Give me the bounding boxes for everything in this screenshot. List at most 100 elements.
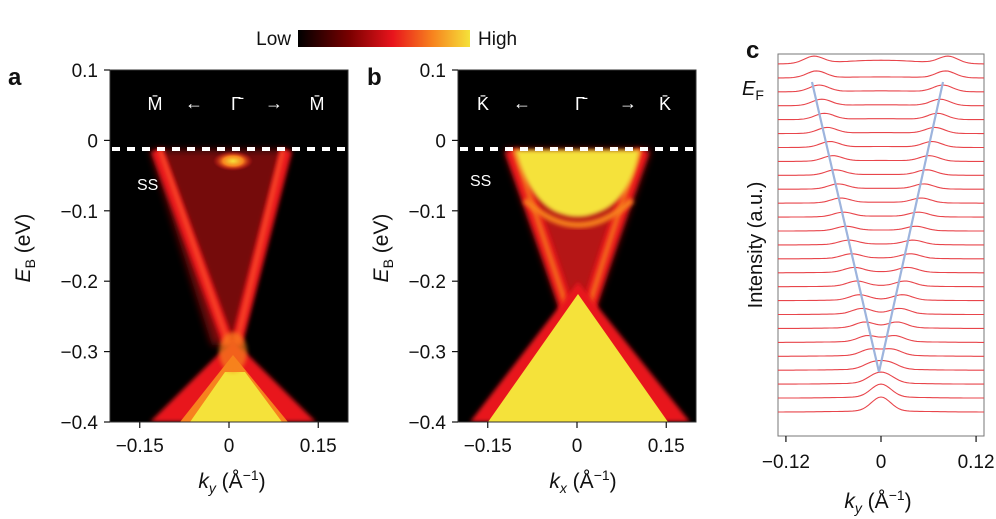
panel-a-arrow-left: ← [185, 93, 203, 113]
panel-c-mdc-curve [778, 98, 984, 107]
panel-c-xlabel-sub: y [854, 500, 863, 516]
panel-a-xticks: −0.15 0 0.15 [116, 422, 337, 457]
panel-c-mdc-curve [778, 112, 984, 121]
panel-c-xlabel-sup: −1 [889, 487, 905, 503]
panel-b-xlabel-sup: −1 [594, 467, 610, 483]
panel-a-dir-center: Γ̄ [231, 94, 244, 114]
panel-a-dir-right: M̄ [310, 94, 325, 114]
panel-a: a M̄ ← Γ̄ → M̄ SS 0.1 0 [8, 61, 349, 496]
panel-b-xlabel-close: ) [610, 470, 617, 493]
panel-b-top-orange [522, 197, 635, 228]
panel-c-mdc-curve [778, 169, 984, 176]
panel-a-ytick-label: −0.1 [60, 202, 98, 223]
panel-c-mdc-curve [778, 280, 984, 288]
panel-a-xlabel-sup: −1 [243, 467, 259, 483]
panel-b-ytick-label: −0.1 [408, 202, 446, 223]
panel-c-mdc-curve [778, 253, 984, 260]
panel-a-xtick-label: −0.15 [116, 436, 164, 457]
panel-a-dir-left: M̄ [148, 94, 163, 114]
panel-c-mdc-curve [778, 70, 984, 79]
panel-b-ylabel-sub: B [380, 259, 396, 268]
colorbar-high-label: High [478, 29, 517, 50]
panel-c-mdc-curve [777, 55, 985, 65]
panel-a-ytick-label: 0 [87, 131, 98, 152]
panel-a-ss-label: SS [137, 177, 158, 194]
panel-c-fermi-main: E [742, 78, 756, 100]
panel-b-intensity-map [470, 147, 690, 422]
panel-c-mdc-curve [778, 126, 984, 135]
panel-a-ytick-label: 0.1 [72, 61, 98, 82]
panel-b-dir-left: K̄ [477, 94, 489, 114]
colorbar-gradient [298, 30, 470, 47]
panel-a-band-right-core [234, 149, 285, 346]
panel-b-xtick-label: 0 [572, 436, 583, 457]
panel-b-ylabel-unit: (eV) [370, 214, 393, 260]
panel-a-inner-glow [150, 150, 290, 345]
panel-c-xlabel-main: k [844, 490, 856, 513]
panel-a-xtick-label: 0 [224, 436, 235, 457]
panel-b-ylabel: EB (eV) [370, 214, 396, 283]
panel-b-ytick-label: 0 [435, 131, 446, 152]
panel-a-ylabel-unit: (eV) [12, 214, 35, 260]
panel-b-valence-core [488, 294, 668, 422]
panel-a-xtick-label: 0.15 [300, 436, 337, 457]
panel-a-dirac-glow [219, 332, 247, 372]
panel-b-ytick-label: −0.4 [408, 413, 446, 434]
panel-b-ss-label: SS [470, 173, 491, 190]
panel-a-ylabel: EB (eV) [12, 214, 38, 283]
panel-c-mdc-curve [778, 383, 984, 399]
panel-c-fermi-label: EF [742, 78, 764, 103]
colorbar-low-label: Low [256, 29, 291, 50]
panel-c-mdc-curve [778, 239, 984, 246]
panel-c-guide-right [877, 81, 945, 373]
panel-a-xlabel-unit: (Å [216, 470, 243, 493]
panel-c-mdc-curve [778, 371, 984, 385]
panel-a-xlabel: ky (Å−1) [198, 467, 265, 496]
panel-c-xlabel-close: ) [905, 490, 912, 513]
panel-b-letter: b [367, 64, 382, 91]
panel-b-yticks: 0.1 0 −0.1 −0.2 −0.3 −0.4 [408, 61, 458, 434]
panel-a-ytick-label: −0.2 [60, 272, 98, 293]
panel-b-xlabel-main: k [549, 470, 561, 493]
panel-a-ylabel-main: E [12, 267, 35, 282]
panel-c: c EF Intensity (a.u.) −0.12 0 0.12 ky (Å−1… [742, 37, 995, 516]
panel-c-mdc-curve [778, 211, 984, 218]
panel-b-xtick-label: −0.15 [464, 436, 512, 457]
panel-b-direction: K̄ ← Γ̄ → K̄ [477, 93, 671, 114]
panel-a-ytick-label: −0.4 [60, 413, 98, 434]
panel-c-curves [777, 55, 985, 413]
panel-c-mdc-curve [778, 321, 984, 329]
panel-b-ylabel-main: E [370, 267, 393, 282]
panel-b-top-bright [515, 150, 640, 217]
panel-c-mdc-curve [778, 348, 984, 357]
panel-b-xlabel-sub: x [559, 480, 568, 496]
panel-b-dir-center: Γ̄ [575, 94, 588, 114]
panel-b-xlabel: kx (Å−1) [549, 467, 616, 496]
panel-c-mdc-curve [778, 140, 984, 149]
panel-c-mdc-curve [778, 266, 984, 274]
panel-c-fermi-sub: F [755, 87, 764, 103]
panel-a-xlabel-close: ) [259, 470, 266, 493]
panel-b-dir-right: K̄ [659, 94, 671, 114]
panel-c-mdc-curve [778, 225, 984, 232]
panel-c-mdc-curve [778, 294, 984, 302]
panel-b-ytick-label: −0.2 [408, 272, 446, 293]
panel-c-xlabel: ky (Å−1) [844, 487, 911, 516]
panel-c-xlabel-unit: (Å [862, 490, 889, 513]
panel-b-ytick-label: −0.3 [408, 343, 446, 364]
panel-b-ytick-label: 0.1 [420, 61, 446, 82]
panel-a-band-left-core [158, 149, 231, 346]
panel-b-xticks: −0.15 0 0.15 [464, 422, 685, 457]
panel-c-mdc-curve [778, 183, 984, 190]
panel-c-ylabel: Intensity (a.u.) [745, 182, 767, 309]
panel-c-mdc-curve [778, 307, 984, 316]
panel-c-mdc-curve [778, 334, 984, 343]
panel-c-xtick-label: −0.12 [762, 452, 810, 473]
panel-c-xtick-label: 0 [876, 452, 887, 473]
panel-c-xtick-label: 0.12 [958, 452, 995, 473]
panel-b-xtick-label: 0.15 [648, 436, 685, 457]
panel-c-mdc-curve [778, 396, 984, 413]
panel-a-intensity-map [150, 147, 316, 422]
panel-c-mdc-curve [778, 197, 984, 204]
